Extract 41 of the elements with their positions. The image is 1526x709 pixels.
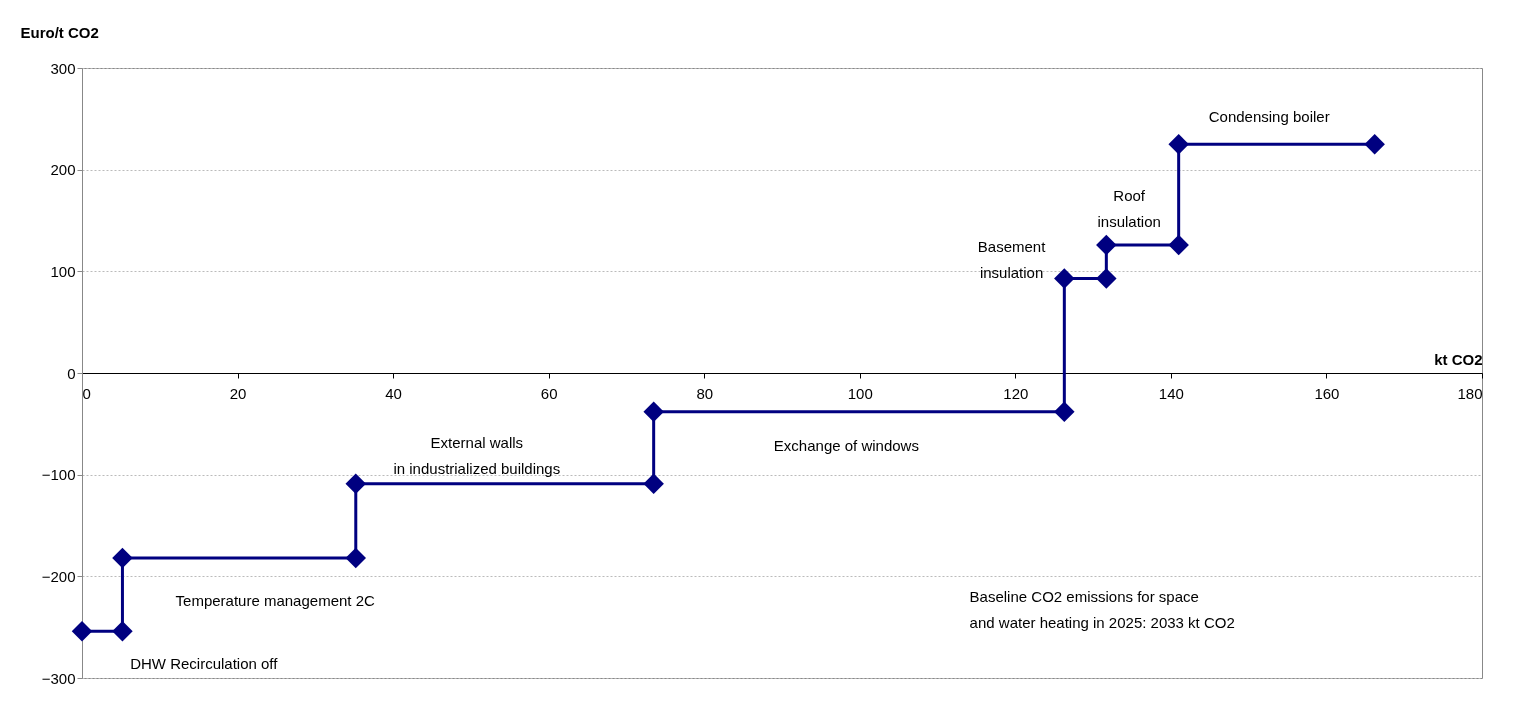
point [643,401,664,422]
annotation: Basement insulation [977,238,1047,282]
point [345,547,367,569]
point [112,620,133,642]
x-tick-label: 160 [1314,384,1340,402]
x-tick-label: 20 [229,384,247,402]
point [1364,134,1385,155]
y-tick-label: 300 [50,59,76,77]
x-tick-label: 120 [1003,384,1029,402]
point [1168,134,1189,155]
x-tick-label: 100 [847,384,873,402]
x-tick-label: 140 [1158,384,1184,402]
annotation: Condensing boiler [1208,107,1330,125]
y-tick-label: 100 [50,262,76,280]
point [1096,234,1117,256]
annotation: Temperature management 2C [175,591,375,609]
point [1096,268,1117,289]
y-tick-label: 200 [50,161,76,179]
x-tick-label: 60 [540,384,558,402]
annotation: DHW Recirculation off [130,654,279,672]
point [112,547,133,569]
x-tick-label: 0 [82,384,91,402]
annotation: External walls in industrialized buildings [393,434,561,478]
annotation: Baseline CO2 emissions for space and water heating in 2025: 2033 kt CO2 [969,587,1235,631]
x-axis-title: kt CO2 [1434,350,1483,368]
point [1168,234,1189,256]
x-tick-label: 40 [385,384,402,402]
point [71,620,93,642]
point [1054,268,1075,289]
y-tick-label: 0 [67,364,76,382]
point [1054,401,1075,422]
y-tick-label: −300 [41,669,76,687]
y-tick-label: −100 [41,466,76,484]
annotation: Exchange of windows [773,437,919,455]
y-tick-label: −200 [41,567,76,585]
x-tick-label: 80 [696,384,714,402]
annotation: Roof insulation [1097,187,1161,231]
point [643,473,664,495]
point [345,473,367,495]
x-tick-label: 180 [1457,384,1483,402]
y-axis-title: Euro/t CO2 [20,23,99,41]
